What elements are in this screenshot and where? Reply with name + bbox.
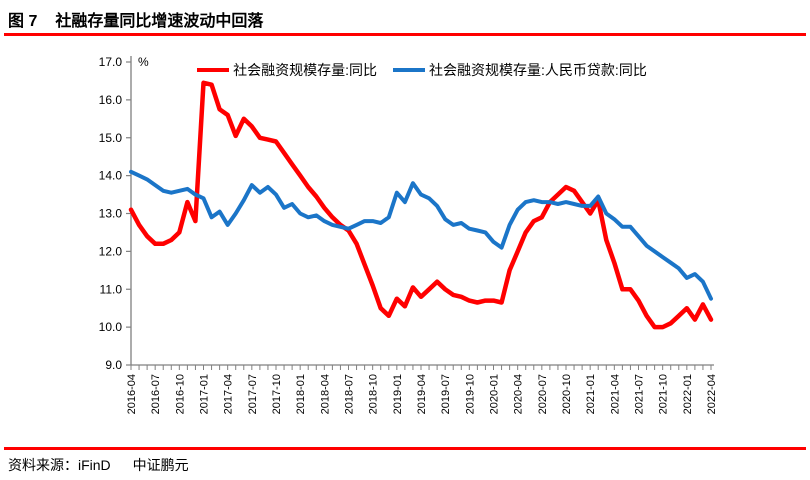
line-chart: 9.0 10.0 11.0 12.0 13.0 14.0 15.0 16.0 17.0% 2016…: [0, 36, 810, 446]
y-axis-label: 9.0: [105, 358, 122, 372]
x-axis-label: 2020-04: [513, 374, 525, 414]
footer-divider-rule: [4, 447, 806, 450]
x-axis-label: 2020-07: [537, 374, 549, 414]
series-line-0: [128, 80, 714, 330]
x-axis-label: 2019-10: [464, 374, 476, 414]
legend-label: 社会融资规模存量:同比: [233, 62, 378, 78]
source-label: 资料来源：iFinD: [8, 457, 111, 473]
x-axis-label: 2017-01: [199, 374, 211, 414]
figure-label: 图 7: [8, 13, 38, 30]
x-axis-label: 2022-04: [706, 374, 718, 414]
legend-item-renminbi-daikuan-tongbi: 社会融资规模存量:人民币贷款:同比: [393, 62, 647, 78]
x-axis-label: 2019-04: [416, 374, 428, 414]
x-axis-label: 2016-07: [150, 374, 162, 414]
legend-item-shehuirongzi-tongbi: 社会融资规模存量:同比: [197, 62, 377, 78]
y-axis-label: 11.0: [100, 282, 123, 296]
x-axis-label: 2021-01: [585, 374, 597, 414]
y-axis-label: 12.0: [99, 244, 123, 258]
chart-canvas: 9.0 10.0 11.0 12.0 13.0 14.0 15.0 16.0 17.0 % 2016…: [99, 55, 718, 414]
y-axis-label: 14.0: [99, 169, 123, 183]
x-axis-label: 2020-01: [489, 374, 501, 414]
y-axis-label: 15.0: [99, 131, 123, 145]
y-axis-label: 17.0: [99, 55, 123, 69]
x-axis-label: 2017-10: [271, 374, 283, 414]
chart-legend: 社会融资规模存量:同比 社会融资规模存量:人民币贷款:同比: [131, 62, 713, 78]
brand-label: 中证鹏元: [132, 457, 189, 473]
chart-header: 图 7 社融存量同比增速波动中回落: [8, 7, 263, 31]
title-divider-rule: [4, 33, 806, 36]
x-axis-label: 2018-01: [295, 374, 307, 414]
blue-line-swatch-icon: [393, 68, 426, 72]
x-axis-label: 2021-10: [658, 374, 670, 414]
footer: 资料来源：iFinD 中证鹏元: [8, 455, 189, 475]
x-axis-label: 2021-07: [634, 374, 646, 414]
x-axis-label: 2021-04: [609, 374, 621, 414]
x-axis-label: 2017-04: [223, 374, 235, 414]
x-axis-label: 2018-04: [319, 374, 331, 414]
x-axis-label: 2016-10: [174, 374, 186, 414]
x-axis-label: 2022-01: [682, 374, 694, 414]
x-axis-label: 2017-07: [247, 374, 259, 414]
x-axis-label: 2020-10: [561, 374, 573, 414]
red-line-swatch-icon: [197, 68, 230, 72]
x-axis-label: 2016-04: [126, 374, 138, 414]
y-axis-label: 10.0: [99, 320, 123, 334]
x-axis-label: 2019-01: [392, 374, 404, 414]
y-axis-unit-label: %: [138, 55, 149, 69]
x-axis-label: 2018-10: [368, 374, 380, 414]
series-line-1: [129, 169, 713, 301]
legend-label: 社会融资规模存量:人民币贷款:同比: [429, 62, 647, 78]
y-axis-label: 16.0: [99, 93, 123, 107]
page-title: 社融存量同比增速波动中回落: [55, 13, 264, 30]
y-axis-label: 13.0: [99, 207, 123, 221]
x-axis-label: 2018-07: [344, 374, 356, 414]
x-axis-label: 2019-07: [440, 374, 452, 414]
